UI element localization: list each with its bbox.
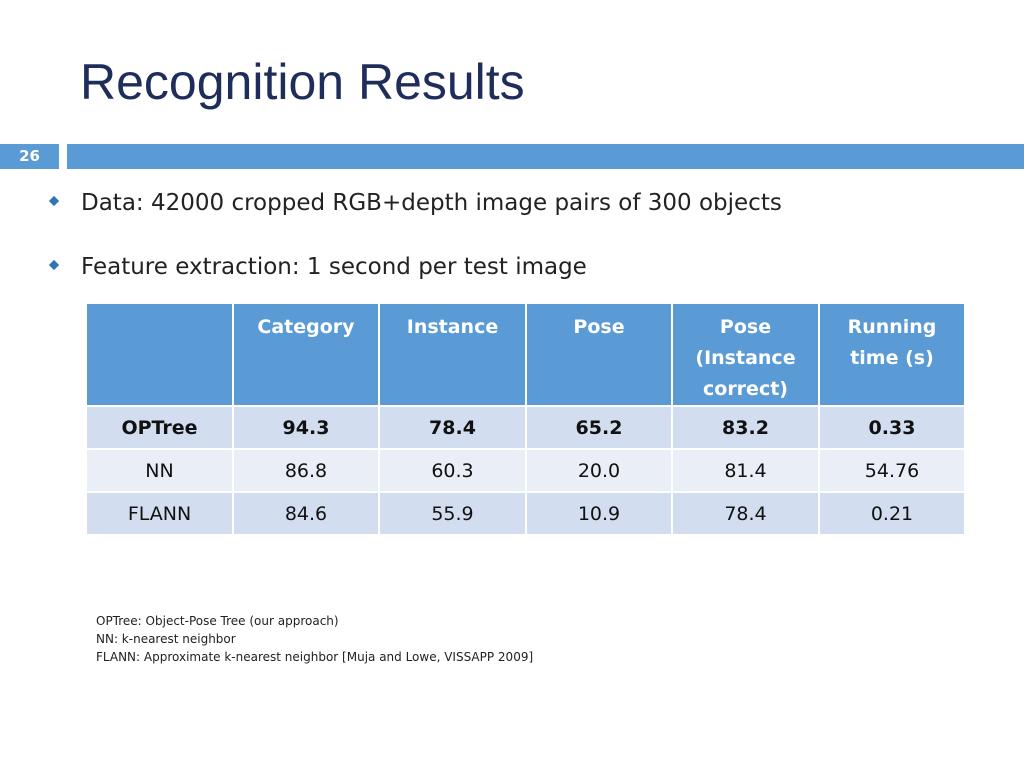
slide-title: Recognition Results (80, 54, 525, 110)
cell-pose: 20.0 (525, 448, 673, 493)
table-row-optree: OPTree 94.3 78.4 65.2 83.2 0.33 (85, 405, 966, 450)
page-number: 26 (0, 144, 59, 169)
bullet-text: Feature extraction: 1 second per test im… (81, 254, 587, 280)
cell-running-time: 0.33 (818, 405, 966, 450)
table-row-flann: FLANN 84.6 55.9 10.9 78.4 0.21 (85, 491, 966, 536)
diamond-bullet-icon (48, 259, 60, 271)
footnote-nn: NN: k-nearest neighbor (96, 632, 236, 646)
table-header-row: Category Instance Pose Pose (Instance co… (85, 302, 966, 407)
footnotes: OPTree: Object-Pose Tree (our approach) … (96, 612, 533, 666)
cell-pose: 65.2 (525, 405, 673, 450)
table-header-instance: Instance (378, 302, 527, 407)
cell-instance: 55.9 (378, 491, 527, 536)
footnote-optree: OPTree: Object-Pose Tree (our approach) (96, 614, 339, 628)
cell-method: NN (85, 448, 234, 493)
bullet-item: Data: 42000 cropped RGB+depth image pair… (44, 183, 782, 223)
footnote-flann: FLANN: Approximate k-nearest neighbor [M… (96, 650, 534, 664)
diamond-bullet-icon (48, 195, 60, 207)
cell-category: 84.6 (232, 491, 380, 536)
cell-pose-instance-correct: 78.4 (671, 491, 820, 536)
cell-pose-instance-correct: 81.4 (671, 448, 820, 493)
table-row-nn: NN 86.8 60.3 20.0 81.4 54.76 (85, 448, 966, 493)
cell-running-time: 54.76 (818, 448, 966, 493)
bullet-list: Data: 42000 cropped RGB+depth image pair… (44, 183, 782, 311)
bullet-item: Feature extraction: 1 second per test im… (44, 247, 782, 287)
results-table: Category Instance Pose Pose (Instance co… (85, 302, 966, 536)
cell-category: 86.8 (232, 448, 380, 493)
cell-method: OPTree (85, 405, 234, 450)
cell-pose-instance-correct: 83.2 (671, 405, 820, 450)
cell-category: 94.3 (232, 405, 380, 450)
table-header-pose-instance-correct: Pose (Instance correct) (671, 302, 820, 407)
cell-instance: 78.4 (378, 405, 527, 450)
cell-instance: 60.3 (378, 448, 527, 493)
cell-method: FLANN (85, 491, 234, 536)
table-header-category: Category (232, 302, 380, 407)
bullet-text: Data: 42000 cropped RGB+depth image pair… (81, 190, 782, 216)
header-accent-bar (67, 144, 1024, 169)
table-header-running-time: Running time (s) (818, 302, 966, 407)
cell-running-time: 0.21 (818, 491, 966, 536)
table-header-pose: Pose (525, 302, 673, 407)
table-header-method (85, 302, 234, 407)
cell-pose: 10.9 (525, 491, 673, 536)
